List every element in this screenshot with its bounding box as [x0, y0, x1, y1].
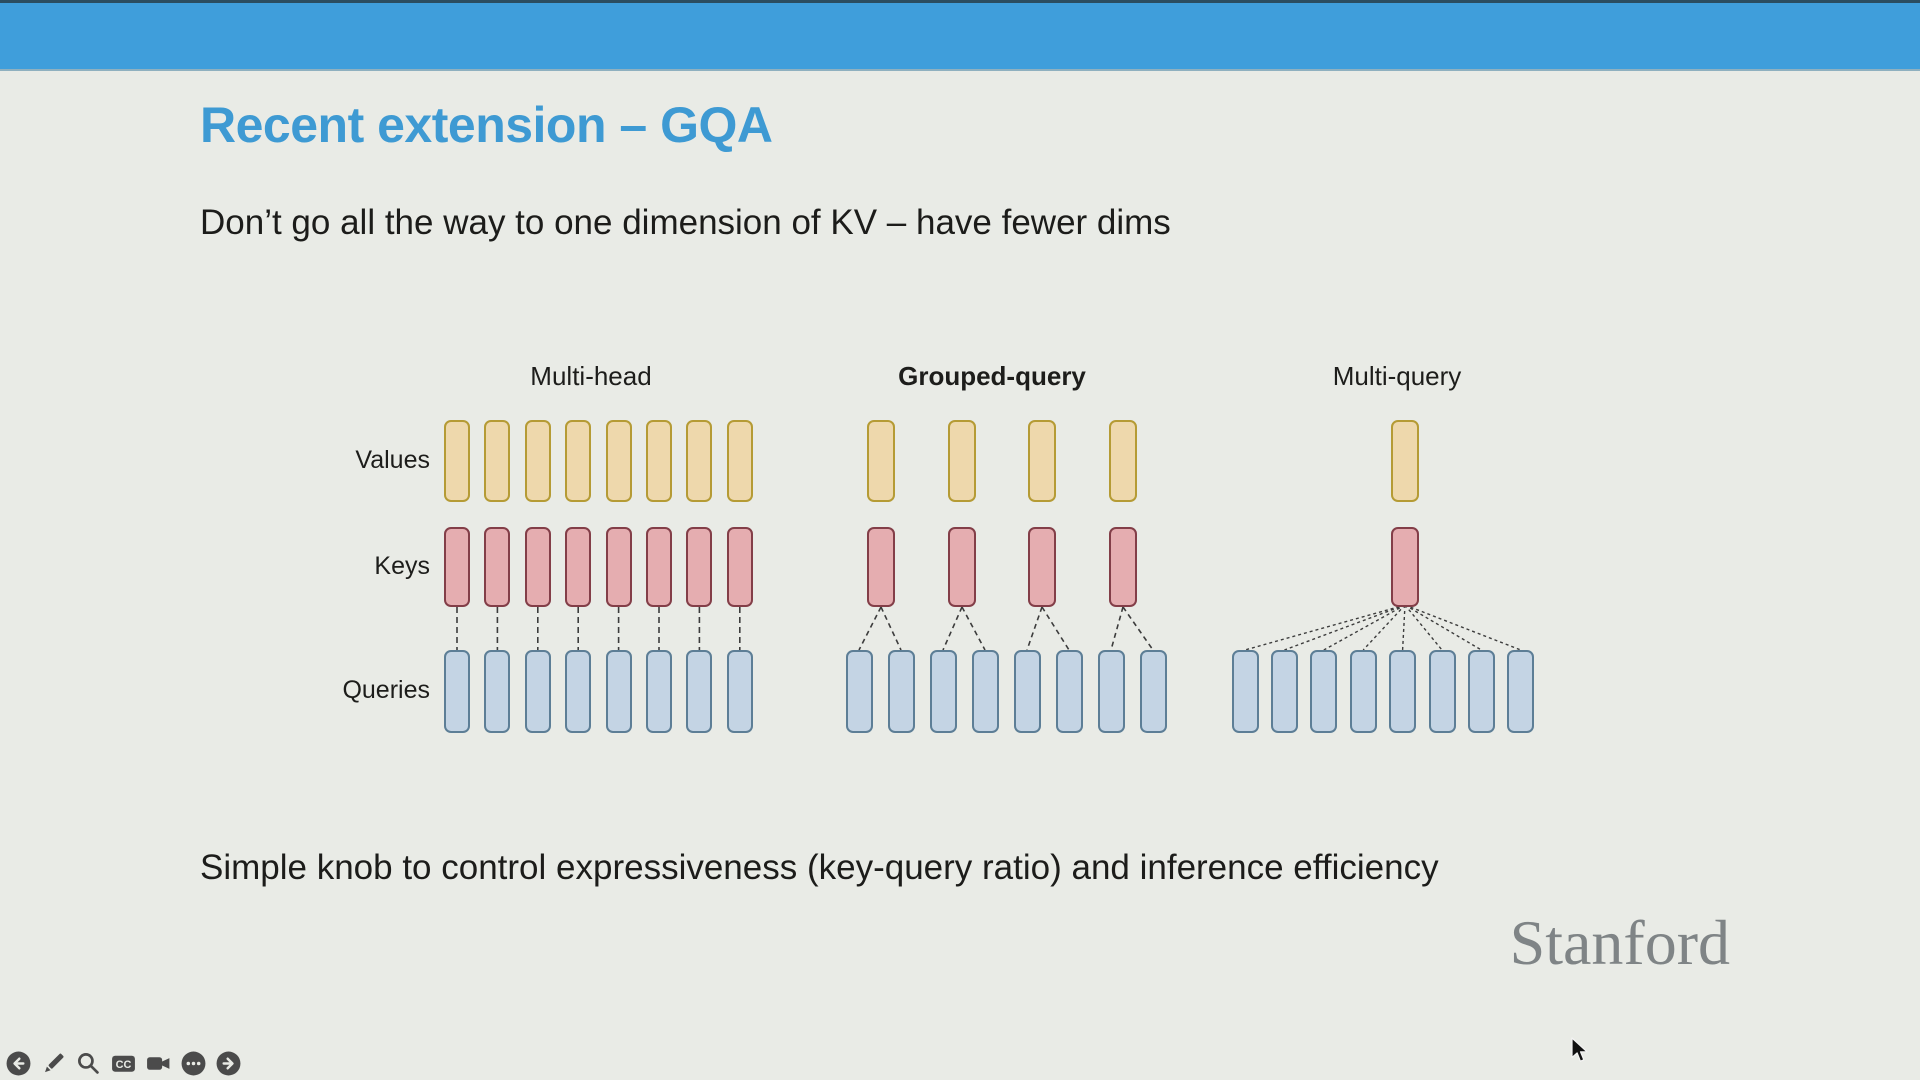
query-box — [1349, 650, 1377, 733]
query-box — [1055, 650, 1083, 733]
value-box — [686, 420, 713, 502]
forward-button[interactable] — [214, 1049, 242, 1077]
query-box — [646, 650, 672, 733]
slide-subtitle: Don’t go all the way to one dimension of… — [200, 203, 1171, 242]
row-label-values: Values — [355, 446, 430, 474]
query-box — [726, 650, 753, 733]
key-box — [1109, 527, 1137, 607]
slide-footer-text: Simple knob to control expressiveness (k… — [200, 848, 1439, 887]
mouse-cursor — [1571, 1037, 1588, 1062]
query-box — [1467, 650, 1495, 733]
camera-icon — [146, 1056, 169, 1070]
query-box — [605, 650, 632, 733]
value-box — [948, 420, 976, 502]
value-box — [646, 420, 672, 502]
value-box — [1028, 420, 1056, 502]
key-box — [484, 527, 511, 607]
query-box — [929, 650, 957, 733]
svg-text:CC: CC — [115, 1058, 131, 1070]
query-box — [845, 650, 873, 733]
player-toolbar: CC — [4, 1049, 242, 1077]
query-box — [1270, 650, 1298, 733]
value-box — [565, 420, 592, 502]
query-box — [1428, 650, 1456, 733]
back-button[interactable] — [4, 1049, 32, 1077]
slide-title: Recent extension – GQA — [200, 97, 773, 153]
query-box — [444, 650, 470, 733]
value-box — [444, 420, 470, 502]
query-box — [686, 650, 713, 733]
forward-icon — [216, 1051, 240, 1075]
captions-button[interactable]: CC — [109, 1049, 137, 1077]
annotate-button[interactable] — [39, 1049, 67, 1077]
column-title-multi-query: Multi-query — [1332, 361, 1462, 391]
column-title-grouped-query: Grouped-query — [898, 361, 1086, 391]
row-label-keys: Keys — [374, 552, 430, 580]
key-box — [1028, 527, 1056, 607]
search-icon — [77, 1052, 99, 1074]
stanford-logo: Stanford — [1509, 907, 1730, 978]
query-box — [484, 650, 511, 733]
key-box — [565, 527, 592, 607]
query-box — [1013, 650, 1041, 733]
query-box — [887, 650, 915, 733]
query-box — [565, 650, 592, 733]
key-box — [605, 527, 632, 607]
camera-button[interactable] — [144, 1049, 172, 1077]
value-box — [1109, 420, 1137, 502]
more-icon — [181, 1051, 205, 1075]
top-accent-bar — [0, 0, 1920, 71]
column-title-multi-head: Multi-head — [530, 361, 652, 391]
value-box — [867, 420, 895, 502]
key-box — [1391, 527, 1419, 607]
closed-captions-icon: CC — [111, 1055, 135, 1072]
row-label-queries: Queries — [342, 676, 430, 704]
query-box — [971, 650, 999, 733]
query-box — [1097, 650, 1125, 733]
query-box — [1389, 650, 1417, 733]
value-box — [605, 420, 632, 502]
key-box — [867, 527, 895, 607]
pencil-icon — [44, 1053, 64, 1072]
key-box — [524, 527, 551, 607]
value-box — [726, 420, 753, 502]
value-box — [484, 420, 511, 502]
value-box — [524, 420, 551, 502]
query-box — [524, 650, 551, 733]
key-box — [726, 527, 753, 607]
key-box — [948, 527, 976, 607]
query-box — [1310, 650, 1338, 733]
more-button[interactable] — [179, 1049, 207, 1077]
query-box — [1231, 650, 1259, 733]
query-box — [1507, 650, 1535, 733]
key-box — [444, 527, 470, 607]
search-button[interactable] — [74, 1049, 102, 1077]
query-box — [1139, 650, 1167, 733]
key-box — [646, 527, 672, 607]
key-box — [686, 527, 713, 607]
value-box — [1391, 420, 1419, 502]
back-icon — [6, 1051, 30, 1075]
